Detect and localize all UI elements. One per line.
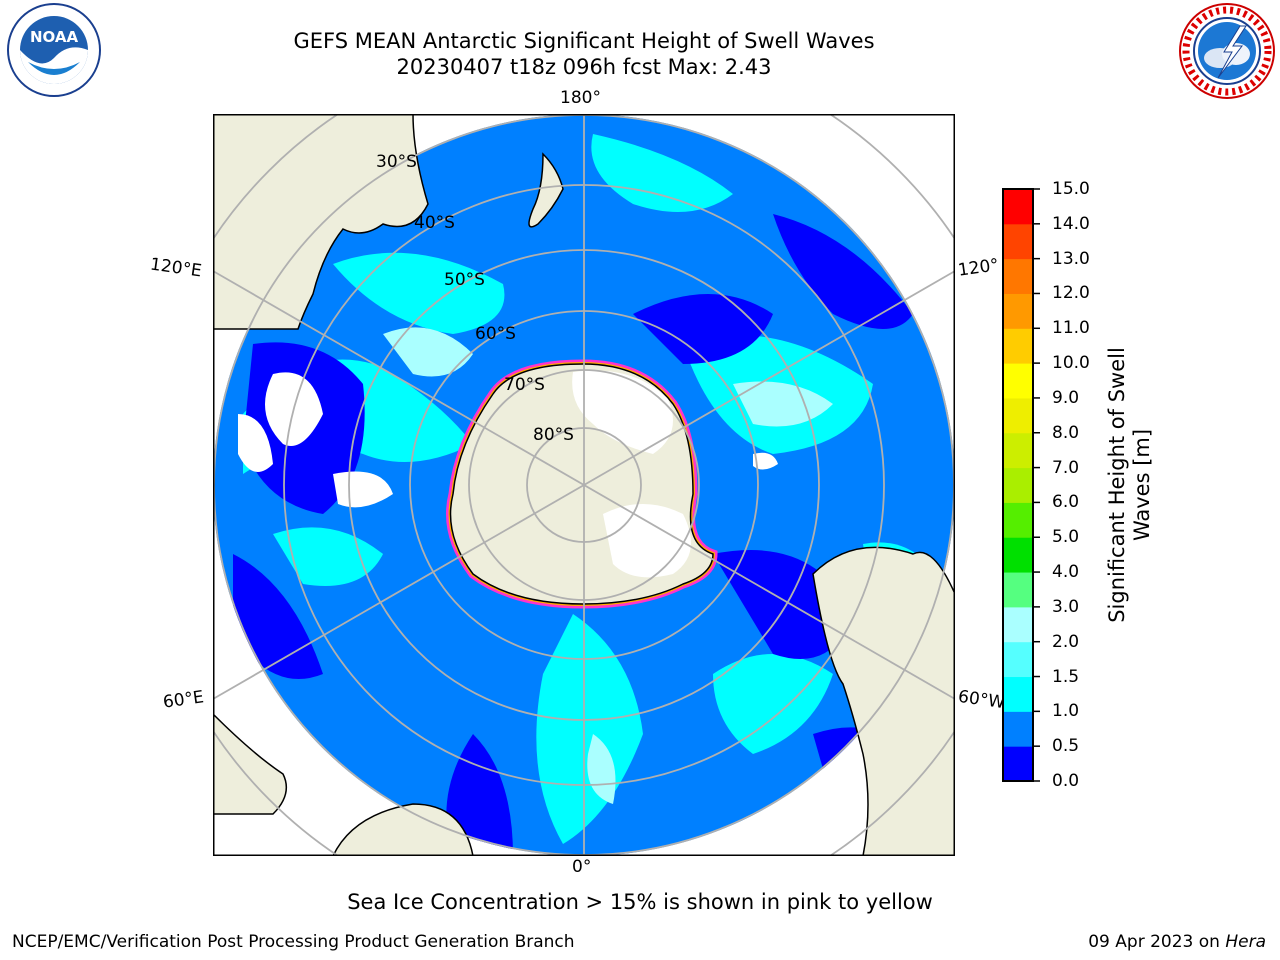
colorbar-tick-label: 7.0 bbox=[1052, 457, 1080, 478]
colorbar-band bbox=[1003, 572, 1033, 608]
colorbar-frame bbox=[1002, 188, 1034, 782]
lon-label-60w: 60°W bbox=[956, 686, 1007, 714]
colorbar-tick-label: 1.5 bbox=[1052, 666, 1080, 687]
lat-label-50s: 50°S bbox=[444, 270, 485, 290]
colorbar-band bbox=[1003, 676, 1033, 712]
colorbar-tick-label: 2.0 bbox=[1052, 631, 1080, 652]
colorbar-tick-label: 12.0 bbox=[1052, 283, 1090, 304]
lat-label-70s: 70°S bbox=[504, 375, 545, 395]
colorbar-band bbox=[1003, 189, 1033, 225]
colorbar-band bbox=[1003, 258, 1033, 294]
lat-label-40s: 40°S bbox=[414, 213, 455, 233]
colorbar-band bbox=[1003, 606, 1033, 643]
lon-label-120w: 120° bbox=[956, 255, 1001, 281]
colorbar-tick-label: 8.0 bbox=[1052, 422, 1080, 443]
colorbar-tick-label: 4.0 bbox=[1052, 562, 1080, 583]
colorbar-tick-label: 14.0 bbox=[1052, 213, 1090, 234]
lat-label-30s: 30°S bbox=[376, 152, 417, 172]
colorbar-tick-label: 9.0 bbox=[1052, 387, 1080, 408]
colorbar-tick-label: 1.0 bbox=[1052, 701, 1080, 722]
colorbar-band bbox=[1003, 293, 1033, 329]
colorbar-band bbox=[1003, 537, 1033, 573]
colorbar-tick-label: 6.0 bbox=[1052, 492, 1080, 513]
colorbar-title-line2: Waves [m] bbox=[1130, 428, 1154, 542]
weddell-ice-shelf bbox=[603, 504, 691, 578]
colorbar-tick-label: 10.0 bbox=[1052, 353, 1090, 374]
lon-label-60e: 60°E bbox=[161, 687, 206, 713]
colorbar-tick-label: 0.5 bbox=[1052, 736, 1080, 757]
footer-date: 09 Apr 2023 on Hera bbox=[1088, 932, 1266, 952]
colorbar-band bbox=[1003, 223, 1033, 260]
footer-date-text: 09 Apr 2023 on bbox=[1088, 932, 1226, 952]
colorbar-tick-label: 0.0 bbox=[1052, 771, 1080, 791]
sea-ice-caption: Sea Ice Concentration > 15% is shown in … bbox=[347, 890, 933, 914]
colorbar-tick-label: 13.0 bbox=[1052, 248, 1090, 269]
noaa-logo: NOAA bbox=[7, 3, 101, 97]
colorbar-tick-label: 5.0 bbox=[1052, 527, 1080, 548]
australia-landmass bbox=[213, 114, 429, 330]
colorbar-band bbox=[1003, 467, 1033, 503]
colorbar-band bbox=[1003, 711, 1033, 747]
colorbar-band bbox=[1003, 328, 1033, 364]
colorbar-band bbox=[1003, 641, 1033, 678]
lon-label-180: 180° bbox=[560, 88, 601, 108]
ross-ice-shelf bbox=[572, 370, 673, 454]
polar-map bbox=[213, 114, 955, 856]
africa-landmass bbox=[332, 803, 474, 856]
colorbar-title-line1: Significant Height of Swell bbox=[1105, 347, 1129, 623]
map-frame bbox=[213, 114, 955, 856]
lon-label-0: 0° bbox=[572, 857, 592, 877]
colorbar bbox=[1002, 188, 1040, 782]
noaa-logo-text: NOAA bbox=[30, 28, 79, 46]
colorbar-tick-label: 11.0 bbox=[1052, 318, 1090, 339]
colorbar-band bbox=[1003, 432, 1033, 469]
footer-credit: NCEP/EMC/Verification Post Processing Pr… bbox=[12, 932, 575, 952]
madagascar-landmass bbox=[213, 712, 288, 815]
colorbar-band bbox=[1003, 502, 1033, 538]
colorbar-title: Significant Height of Swell Waves [m] bbox=[1105, 347, 1155, 623]
colorbar-band bbox=[1003, 397, 1033, 434]
new-zealand-landmass bbox=[528, 152, 564, 228]
colorbar-band bbox=[1003, 746, 1033, 782]
lat-label-60s: 60°S bbox=[475, 324, 516, 344]
lon-label-120e: 120°E bbox=[148, 254, 203, 282]
nws-logo bbox=[1179, 3, 1275, 99]
colorbar-tick-label: 3.0 bbox=[1052, 596, 1080, 617]
map-title: GEFS MEAN Antarctic Significant Height o… bbox=[293, 29, 875, 53]
lat-label-80s: 80°S bbox=[533, 425, 574, 445]
colorbar-band bbox=[1003, 363, 1033, 399]
map-subtitle: 20230407 t18z 096h fcst Max: 2.43 bbox=[396, 55, 772, 79]
colorbar-tick-label: 15.0 bbox=[1052, 179, 1090, 199]
footer-machine: Hera bbox=[1225, 932, 1266, 952]
